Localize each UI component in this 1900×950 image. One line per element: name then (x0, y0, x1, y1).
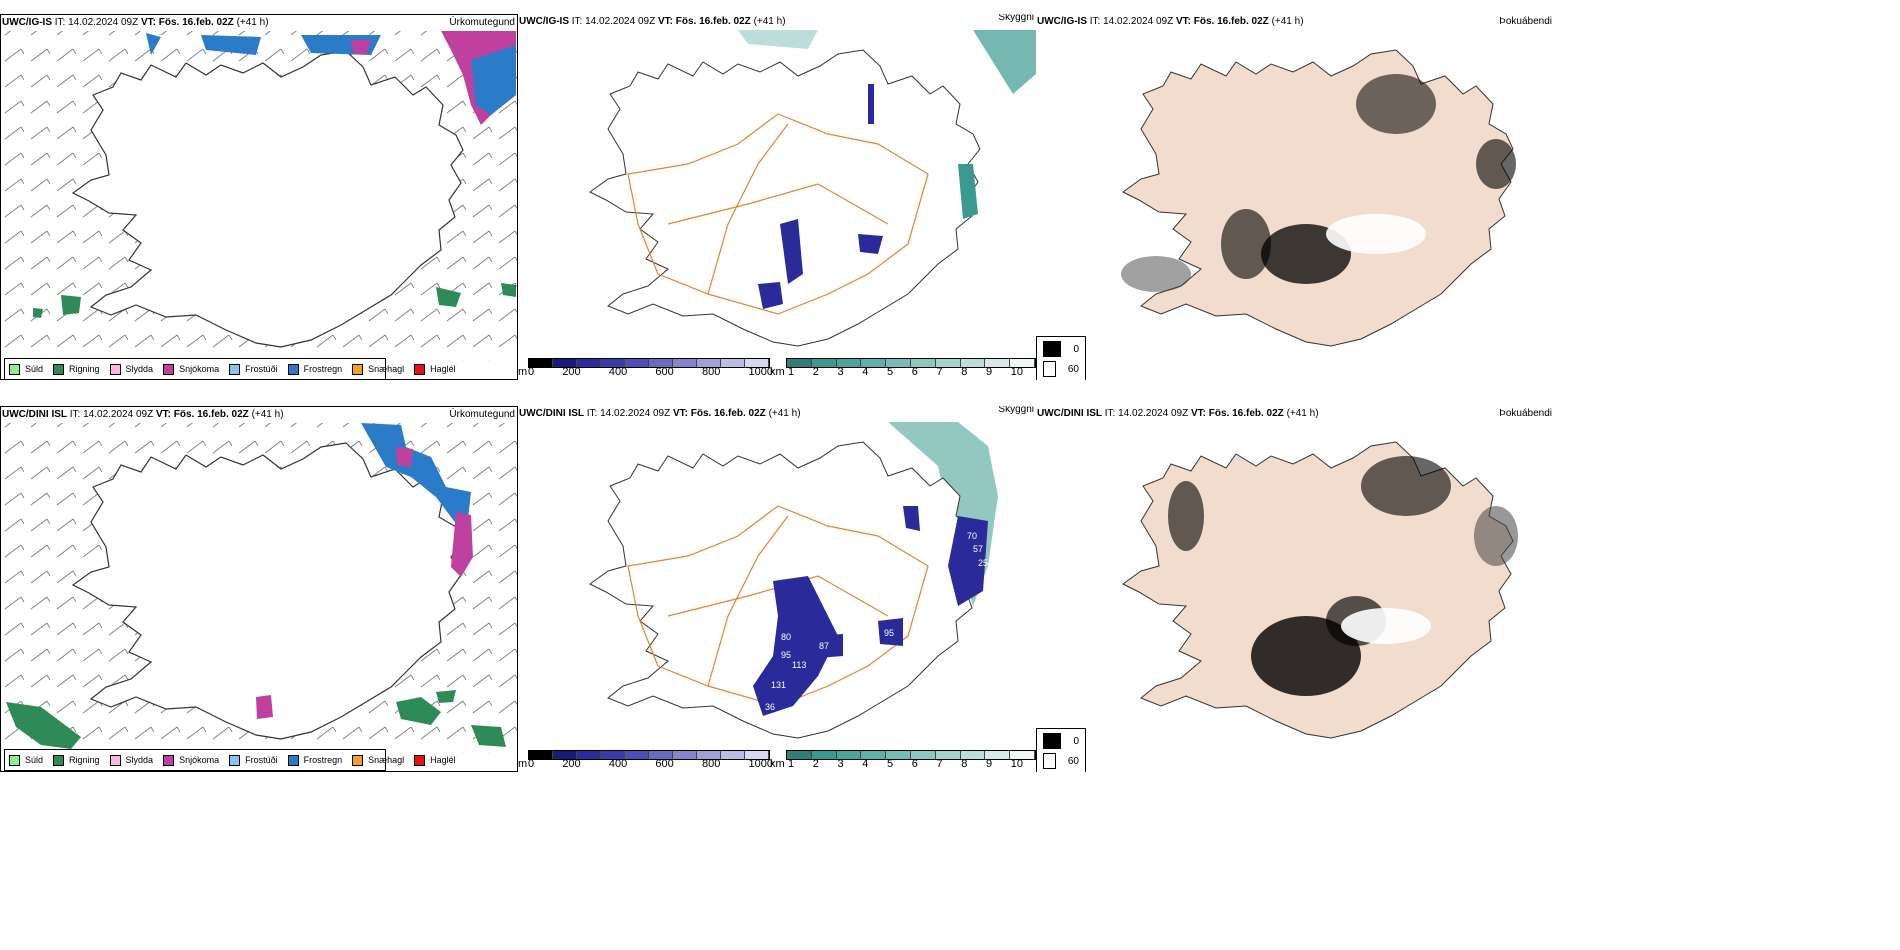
legend-item: Slydda (109, 363, 153, 375)
fog-legend: 0 60 (1036, 728, 1086, 772)
fog-panel-bottom: UWC/DINI ISL IT: 14.02.2024 09Z VT: Fös.… (1036, 406, 1554, 772)
model-name: UWC/DINI ISL (2, 409, 67, 420)
scale-tick: 800 (701, 366, 721, 378)
vis-label: 113 (792, 660, 806, 670)
legend-item: Snjókoma (163, 754, 219, 766)
legend-item: Snæhagl (352, 363, 404, 375)
legend-item: Haglél (414, 363, 456, 375)
legend-item: Frostregn (287, 363, 342, 375)
visibility-map: 70 57 25 80 95 87 113 95 131 36 (589, 422, 998, 739)
scale-tick: 600 (655, 366, 674, 378)
vis-label: 70 (967, 531, 977, 541)
scale-tick: 0 (528, 366, 535, 378)
vis-label: 80 (781, 632, 791, 642)
legend-item: Súld (9, 363, 43, 375)
valid-time: Fös. 16.feb. 02Z (158, 17, 234, 28)
fog-panel-top: UWC/IG-IS IT: 14.02.2024 09Z VT: Fös. 16… (1036, 14, 1554, 380)
vis-label: 36 (765, 702, 775, 712)
init-time: 14.02.2024 09Z (83, 409, 154, 420)
panel-title: Skyggni (998, 14, 1034, 23)
legend-item: Rigning (53, 363, 100, 375)
visibility-map (589, 30, 1036, 347)
precip-legend: Súld Rigning Slydda Snjókoma Frostúði Fr… (4, 749, 456, 771)
panel-title: Þokuábendi (1499, 408, 1552, 419)
lead-time: (+41 h) (251, 409, 284, 420)
panel-title: Þokuábendi (1499, 16, 1552, 27)
legend-item: Súld (9, 754, 43, 766)
legend-item: Rigning (53, 754, 100, 766)
vis-label: 95 (884, 628, 894, 638)
valid-time: Fös. 16.feb. 02Z (173, 409, 249, 420)
fog-map (1122, 441, 1518, 739)
precip-map (1, 423, 517, 753)
precip-panel-top: UWC/IG-IS IT: 14.02.2024 09Z VT: Fös. 16… (0, 14, 518, 380)
visibility-panel-bottom: 70 57 25 80 95 87 113 95 131 36 UWC/DINI… (518, 406, 1036, 772)
vis-label: 87 (819, 641, 829, 651)
vis-label: 25 (978, 558, 988, 568)
legend-item: Snjókoma (163, 363, 219, 375)
precip-map (1, 31, 517, 361)
legend-item: Frostúði (229, 754, 278, 766)
init-time: 14.02.2024 09Z (68, 17, 139, 28)
legend-item: Slydda (109, 754, 153, 766)
legend-item: Snæhagl (352, 754, 404, 766)
scale-tick: 1000 (748, 366, 773, 378)
visibility-panel-top: UWC/IG-IS IT: 14.02.2024 09Z VT: Fös. 16… (518, 14, 1036, 380)
vis-label: 57 (973, 544, 983, 554)
panel-title: Úrkomutegund (449, 17, 515, 28)
fog-legend: 0 60 (1036, 336, 1086, 380)
vis-label: 131 (771, 680, 786, 690)
legend-item: Frostregn (287, 754, 342, 766)
scale-tick: 200 (562, 366, 581, 378)
legend-item: Haglél (414, 754, 456, 766)
lead-time: (+41 h) (236, 17, 269, 28)
precip-legend: Súld Rigning Slydda Snjókoma Frostúði Fr… (4, 358, 456, 379)
precip-panel-bottom: UWC/DINI ISL IT: 14.02.2024 09Z VT: Fös.… (0, 406, 518, 772)
legend-item: Frostúði (229, 363, 278, 375)
panel-title: Úrkomutegund (449, 409, 515, 420)
scale-tick: 400 (608, 366, 628, 378)
panel-title: Skyggni (998, 406, 1034, 415)
model-name: UWC/IG-IS (2, 17, 52, 28)
vis-label: 95 (781, 650, 791, 660)
fog-map (1121, 49, 1516, 347)
